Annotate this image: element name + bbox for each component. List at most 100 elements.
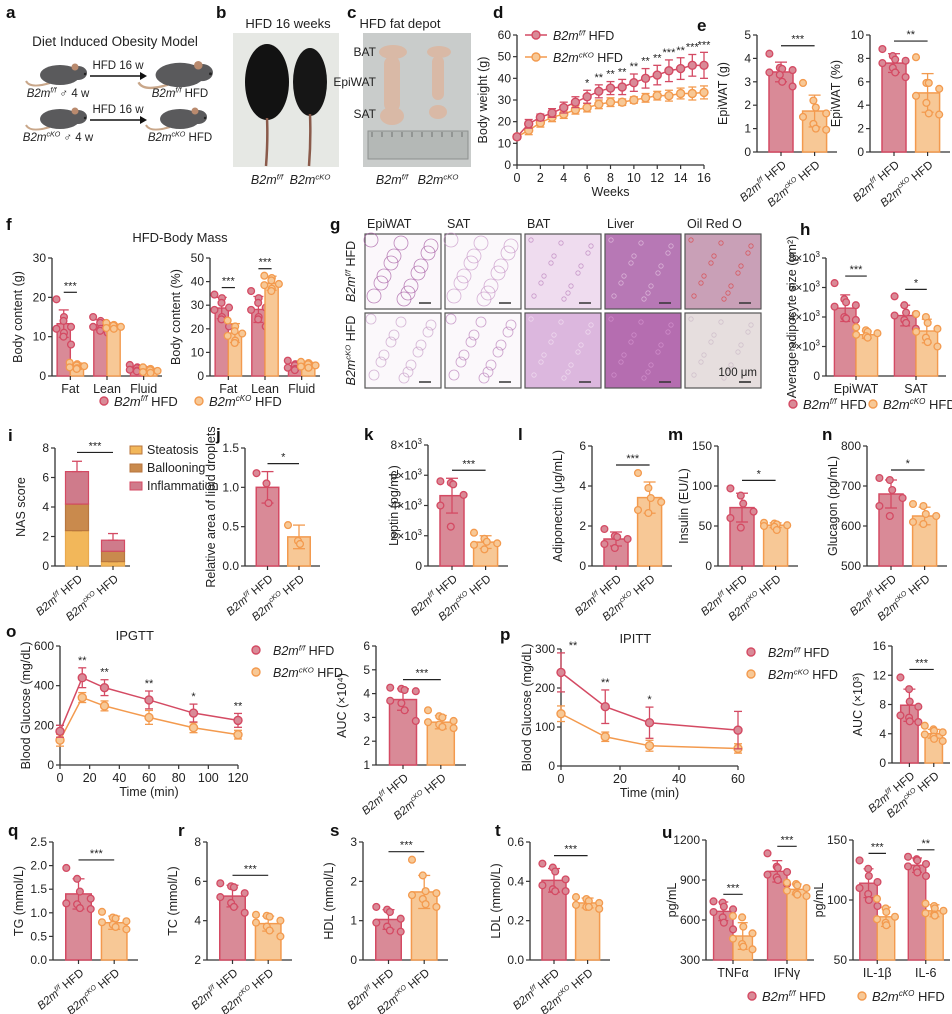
data-point [675,88,686,99]
x-tick-label: 40 [112,771,126,785]
data-point [224,303,234,312]
legend-marker-ko [251,667,261,677]
legend-label: Ballooning [147,461,205,475]
photo-caption: B2mcKO [290,172,331,187]
legend-label-wt: B2mf/f HFD [273,643,334,658]
data-point [571,893,581,902]
data-point [782,878,791,887]
y-tick-label: 50 [498,50,512,64]
data-point [561,875,570,884]
data-point [822,109,831,118]
legend-label-wt: B2mf/f HFD [803,397,867,412]
data-point [864,864,873,873]
data-point [97,918,107,927]
histology-column-label: Liver [607,217,634,231]
y-tick-label: 0 [350,953,357,967]
photo-caption: B2mf/f [376,172,409,187]
legend-marker-ko [531,52,541,62]
tissue-texture [492,346,504,358]
data-point [783,867,792,877]
data-point [802,883,811,893]
data-point [775,70,784,79]
data-point [59,332,68,341]
legend-marker-wt [531,30,541,40]
x-tick-label: 0 [514,171,521,185]
y-axis-label: Blood Glucose (mg/dL) [19,642,33,770]
tissue-texture [568,283,574,289]
chart-d: 0 10 20 30 40 50 60 Body weight (g) 0 2 4 6 8 10 12 14 1… [476,28,711,199]
tissue-texture [645,369,651,375]
tissue-texture [621,352,627,358]
y-axis-label: pg/mL [665,883,679,918]
data-point [230,327,239,336]
tissue-texture [405,359,417,371]
tissue-texture [738,263,744,269]
legend-label-ko: B2mcKO HFD [872,989,945,1004]
histology-image [444,312,522,389]
tissue-texture [420,245,436,261]
tissue-texture [748,243,754,249]
x-tick-label: 2 [537,171,544,185]
tissue-texture [631,253,637,259]
panel-g-histology: EpiWAT SAT BAT Liver Oil Red O B2mf/f HFD B2mc… [343,217,762,389]
tissue-texture [465,336,477,348]
x-tick-label: 10 [627,171,641,185]
significance-mark: ** [630,61,639,73]
data-point [385,926,394,935]
y-tick-label: 8×103 [789,250,821,265]
data-point [902,318,911,327]
y-tick-label: 0 [47,758,54,772]
y-tick-label: 0 [705,559,712,573]
tissue-texture [698,359,704,365]
x-tick-label: Lean [251,382,279,396]
histology-image [684,233,762,310]
mouse-eye [203,116,207,120]
data-point [594,99,604,110]
y-tick-label: 200 [535,681,555,695]
data-point [386,696,395,705]
data-point [788,82,797,91]
start-genotype-label: B2mcKO ♂ 4 w [23,131,94,144]
data-point [728,911,737,921]
data-point [449,716,458,726]
data-point [493,539,502,548]
data-point [765,49,774,58]
data-point [556,667,566,678]
tissue-texture [413,258,429,274]
data-point [875,473,884,483]
data-point [644,483,653,493]
data-point [811,124,820,133]
panel-label-e: e [697,16,706,35]
data-point [875,501,884,511]
tissue-texture [565,290,571,296]
data-point [921,509,930,519]
data-point [240,908,249,917]
data-point [276,916,285,925]
significance-mark: *** [222,276,236,288]
data-point [905,697,914,706]
y-tick-label: 2 [363,734,370,748]
tissue-texture [588,243,594,249]
data-point [230,338,239,348]
y-axis-label: AUC (×10³) [851,673,865,737]
y-axis-label: TC (mmol/L) [166,866,180,935]
data-point [773,863,782,873]
data-point [617,97,627,107]
significance-mark: * [914,277,919,289]
data-point [582,102,592,113]
stacked-segment-inflammation [64,471,90,505]
tissue-texture [402,366,414,378]
tissue-texture [641,296,647,302]
tissue-texture [466,248,482,264]
y-tick-label: 600 [680,913,700,927]
data-point [890,311,899,320]
data-point [923,318,932,327]
y-tick-label: 1.0 [30,906,47,920]
tissue-texture [490,265,506,281]
panel-label-p: p [500,625,510,644]
data-point [421,900,430,909]
data-point [905,685,914,694]
y-tick-label: 50 [834,953,848,967]
